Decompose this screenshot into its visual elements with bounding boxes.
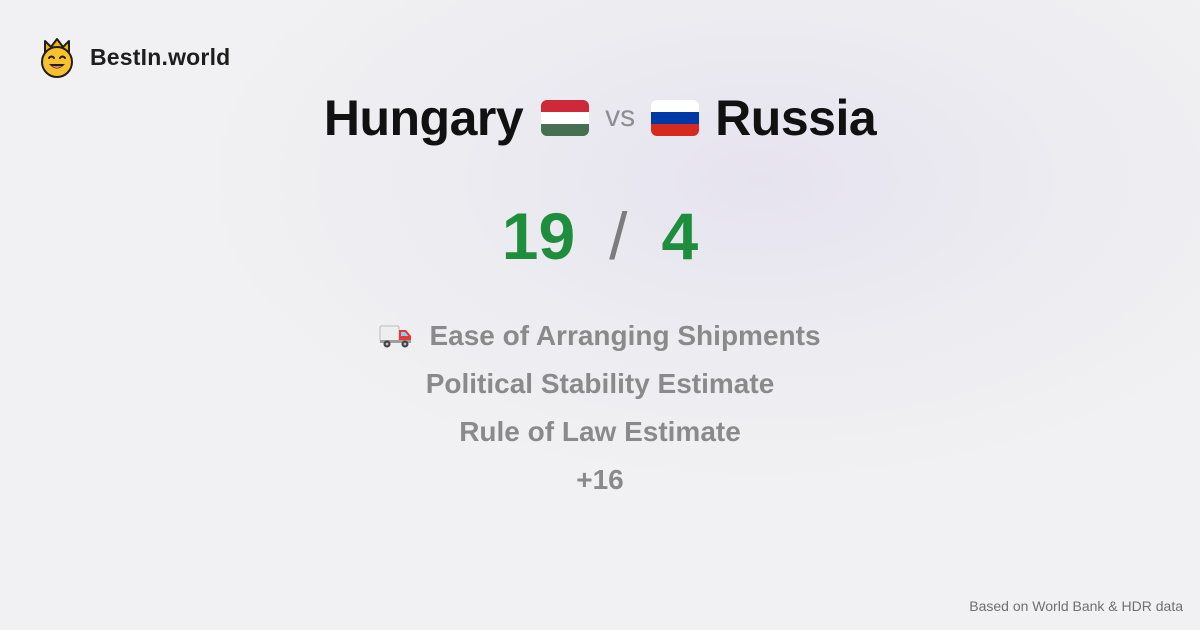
score-separator: /	[609, 199, 628, 273]
delivery-truck-icon	[379, 323, 413, 349]
metric-label: +16	[576, 464, 624, 495]
comparison-title: Hungary vs Russia	[0, 86, 1200, 150]
right-score: 4	[661, 199, 699, 273]
left-score: 19	[501, 199, 576, 273]
right-country-name: Russia	[715, 90, 877, 146]
brand-name: BestIn.world	[90, 43, 231, 70]
left-country-name: Hungary	[323, 90, 524, 146]
metrics-list: Ease of Arranging Shipments Political St…	[0, 312, 1200, 504]
hungary-flag-icon	[541, 100, 590, 136]
metric-item: Political Stability Estimate	[426, 360, 775, 408]
more-metrics-count: +16	[576, 456, 624, 504]
brand[interactable]: BestIn.world	[38, 36, 230, 78]
metric-label: Ease of Arranging Shipments	[429, 320, 821, 351]
source-note: Based on World Bank & HDR data	[969, 598, 1183, 614]
score: 19 / 4	[0, 196, 1200, 276]
metric-label: Political Stability Estimate	[425, 368, 775, 399]
metric-item: Rule of Law Estimate	[459, 408, 741, 456]
vs-label: vs	[605, 100, 636, 133]
metric-item: Ease of Arranging Shipments	[379, 312, 821, 360]
metric-label: Rule of Law Estimate	[459, 416, 741, 447]
russia-flag-icon	[651, 100, 700, 136]
crown-smiley-icon	[38, 36, 76, 78]
